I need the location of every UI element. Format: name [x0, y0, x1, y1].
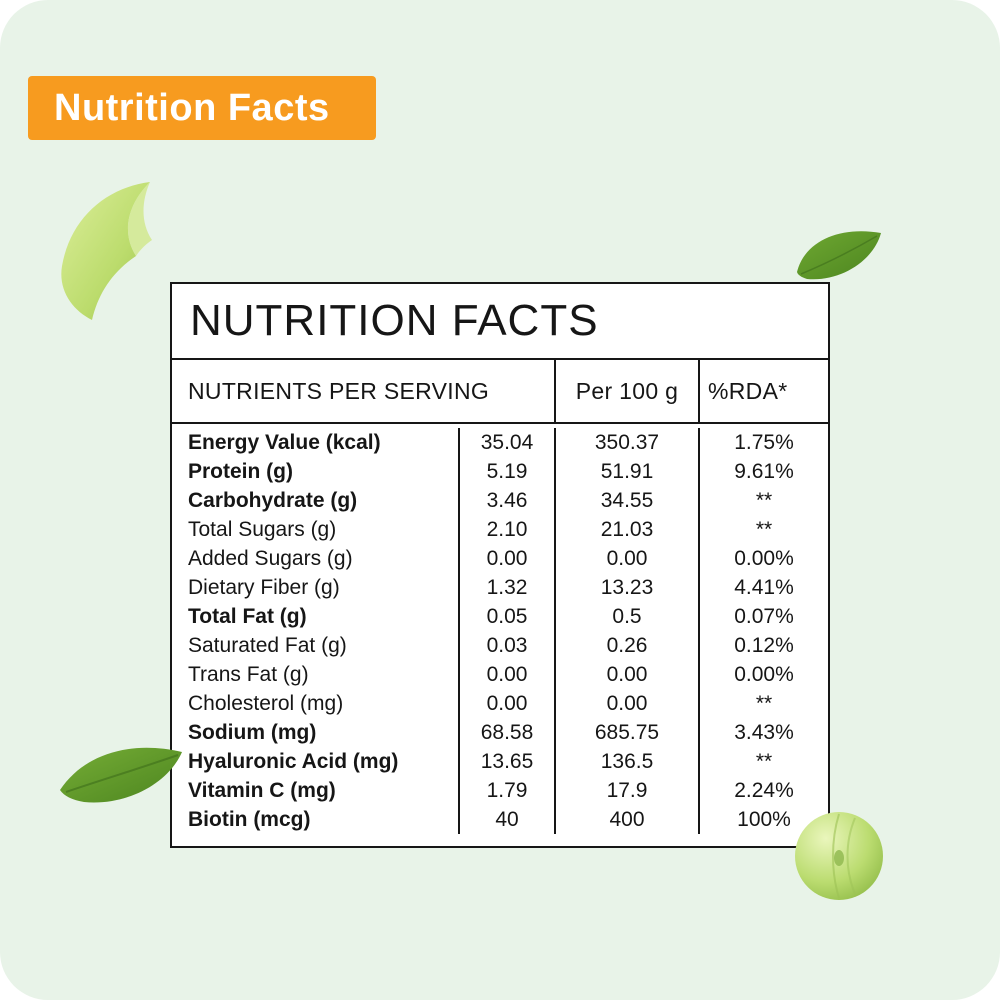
nutrient-name: Sodium (mg) — [172, 718, 460, 747]
banner-label: Nutrition Facts — [54, 86, 330, 129]
per-100g-value: 0.26 — [556, 631, 700, 660]
header-nutrients-per-serving: NUTRIENTS PER SERVING — [172, 360, 556, 422]
nutrition-facts-banner: Nutrition Facts — [28, 76, 376, 140]
per-serving-value: 3.46 — [460, 486, 556, 515]
per-serving-value: 35.04 — [460, 428, 556, 457]
nutrient-name: Total Fat (g) — [172, 602, 460, 631]
per-serving-value: 40 — [460, 805, 556, 834]
nutrient-name: Added Sugars (g) — [172, 544, 460, 573]
table-row: Total Fat (g) 0.05 0.5 0.07% — [172, 602, 828, 631]
per-serving-value: 1.79 — [460, 776, 556, 805]
rda-value: ** — [755, 518, 773, 541]
per-100g-value: 34.55 — [556, 486, 700, 515]
per-100g-value: 13.23 — [556, 573, 700, 602]
nutrient-name: Cholesterol (mg) — [172, 689, 460, 718]
table-row: Carbohydrate (g) 3.46 34.55 ** — [172, 486, 828, 515]
rda-value: ** — [755, 489, 773, 512]
rda-value: 0.07% — [734, 605, 794, 628]
per-serving-value: 0.03 — [460, 631, 556, 660]
nutrition-table-body: Energy Value (kcal) 35.04 350.37 1.75% P… — [172, 424, 828, 834]
per-serving-value: 0.05 — [460, 602, 556, 631]
per-serving-value: 2.10 — [460, 515, 556, 544]
nutrient-name: Hyaluronic Acid (mg) — [172, 747, 460, 776]
nutrient-name: Energy Value (kcal) — [172, 428, 460, 457]
per-serving-value: 0.00 — [460, 660, 556, 689]
per-100g-value: 0.00 — [556, 689, 700, 718]
rda-value: ** — [755, 692, 773, 715]
rda-value: 0.12% — [734, 634, 794, 657]
rda-value: 0.00% — [734, 547, 794, 570]
per-100g-value: 21.03 — [556, 515, 700, 544]
per-serving-value: 13.65 — [460, 747, 556, 776]
table-row: Hyaluronic Acid (mg) 13.65 136.5 ** — [172, 747, 828, 776]
table-row: Total Sugars (g) 2.10 21.03 ** — [172, 515, 828, 544]
per-100g-value: 685.75 — [556, 718, 700, 747]
rda-value: 4.41% — [734, 576, 794, 599]
per-serving-value: 1.32 — [460, 573, 556, 602]
card-title: NUTRITION FACTS — [172, 284, 828, 360]
table-row: Dietary Fiber (g) 1.32 13.23 4.41% — [172, 573, 828, 602]
per-100g-value: 350.37 — [556, 428, 700, 457]
table-row: Added Sugars (g) 0.00 0.00 0.00% — [172, 544, 828, 573]
per-100g-value: 0.00 — [556, 660, 700, 689]
per-serving-value: 68.58 — [460, 718, 556, 747]
nutrient-name: Biotin (mcg) — [172, 805, 460, 834]
per-100g-value: 51.91 — [556, 457, 700, 486]
per-100g-value: 136.5 — [556, 747, 700, 776]
rda-value: 2.24% — [734, 779, 794, 802]
nutrient-name: Carbohydrate (g) — [172, 486, 460, 515]
per-100g-value: 0.00 — [556, 544, 700, 573]
nutrient-name: Dietary Fiber (g) — [172, 573, 460, 602]
nutrient-name: Protein (g) — [172, 457, 460, 486]
per-serving-value: 0.00 — [460, 544, 556, 573]
per-serving-value: 5.19 — [460, 457, 556, 486]
table-header-row: NUTRIENTS PER SERVING Per 100 g %RDA* — [172, 360, 828, 424]
rda-value: ** — [755, 750, 773, 773]
per-100g-value: 400 — [556, 805, 700, 834]
rda-value: 1.75% — [734, 431, 794, 454]
per-100g-value: 17.9 — [556, 776, 700, 805]
nutrient-name: Saturated Fat (g) — [172, 631, 460, 660]
header-per-100g: Per 100 g — [556, 360, 700, 422]
rda-value: 3.43% — [734, 721, 794, 744]
table-row: Saturated Fat (g) 0.03 0.26 0.12% — [172, 631, 828, 660]
nutrient-name: Total Sugars (g) — [172, 515, 460, 544]
rda-value: 100% — [737, 808, 791, 831]
table-row: Protein (g) 5.19 51.91 9.61% — [172, 457, 828, 486]
table-row: Biotin (mcg) 40 400 100% — [172, 805, 828, 834]
table-row: Trans Fat (g) 0.00 0.00 0.00% — [172, 660, 828, 689]
nutrient-name: Trans Fat (g) — [172, 660, 460, 689]
nutrition-facts-card: NUTRITION FACTS NUTRIENTS PER SERVING Pe… — [170, 282, 830, 848]
per-100g-value: 0.5 — [556, 602, 700, 631]
table-row: Cholesterol (mg) 0.00 0.00 ** — [172, 689, 828, 718]
table-row: Energy Value (kcal) 35.04 350.37 1.75% — [172, 428, 828, 457]
table-row: Sodium (mg) 68.58 685.75 3.43% — [172, 718, 828, 747]
per-serving-value: 0.00 — [460, 689, 556, 718]
rda-value: 0.00% — [734, 663, 794, 686]
nutrient-name: Vitamin C (mg) — [172, 776, 460, 805]
rda-value: 9.61% — [734, 460, 794, 483]
header-rda: %RDA* — [708, 377, 788, 404]
table-row: Vitamin C (mg) 1.79 17.9 2.24% — [172, 776, 828, 805]
